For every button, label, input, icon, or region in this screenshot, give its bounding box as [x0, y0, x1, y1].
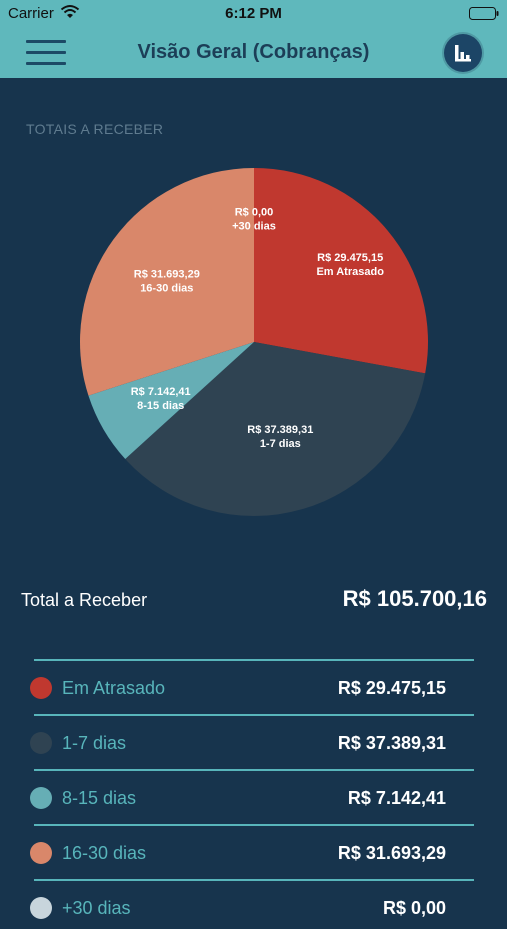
status-time: 6:12 PM	[225, 5, 282, 22]
legend-dot	[30, 842, 52, 864]
pie-value-label: R$ 0,00	[235, 207, 274, 219]
divider	[34, 769, 474, 771]
pie-slice	[125, 342, 426, 516]
pie-category-label: 8-15 dias	[137, 400, 184, 412]
bar-chart-icon	[455, 45, 471, 62]
status-carrier: Carrier	[8, 5, 54, 22]
legend-item-1-7-dias: 1-7 dias R$ 37.389,31	[30, 724, 446, 764]
pie-category-label: 16-30 dias	[140, 283, 193, 295]
pie-value-label: R$ 7.142,41	[131, 386, 191, 398]
pie-value-label: R$ 37.389,31	[247, 424, 313, 436]
divider	[34, 879, 474, 881]
pie-value-label: R$ 29.475,15	[317, 252, 383, 264]
divider	[34, 659, 474, 661]
legend-label: Em Atrasado	[62, 678, 166, 698]
legend-value: R$ 37.389,31	[337, 733, 446, 753]
wifi-icon	[60, 5, 80, 18]
section-title: TOTAIS A RECEBER	[26, 121, 164, 137]
legend-item-8-15-dias: 8-15 dias R$ 7.142,41	[30, 779, 446, 819]
pie-slice	[254, 168, 429, 374]
pie-category-label: +30 dias	[232, 221, 276, 233]
total-value: R$ 105.700,16	[342, 586, 487, 611]
legend-value: R$ 0,00	[382, 898, 446, 918]
pie-category-label: Em Atrasado	[316, 266, 384, 278]
legend-label: +30 dias	[62, 898, 131, 918]
hamburger-icon-line	[26, 40, 66, 43]
legend-dot	[30, 732, 52, 754]
legend-item-em-atrasado: Em Atrasado R$ 29.475,15	[30, 669, 446, 709]
page-title: Visão Geral (Cobranças)	[137, 41, 370, 63]
legend-label: 8-15 dias	[62, 788, 137, 808]
legend-value: R$ 31.693,29	[337, 843, 446, 863]
hamburger-icon-line	[26, 51, 66, 54]
pie-chart: R$ 29.475,15 Em Atrasado R$ 37.389,31 1-7 d…	[79, 168, 429, 516]
divider	[34, 714, 474, 716]
chart-button[interactable]	[444, 34, 482, 72]
total-label: Total a Receber	[21, 590, 148, 610]
pie-slice	[88, 342, 255, 460]
legend-item-16-30-dias: 16-30 dias R$ 31.693,29	[30, 834, 446, 874]
nav-bar: Visão Geral (Cobranças)	[0, 28, 507, 78]
legend-label: 1-7 dias	[62, 733, 127, 753]
legend-dot	[30, 897, 52, 919]
hamburger-icon-line	[26, 62, 66, 65]
legend-item-30-dias: +30 dias R$ 0,00	[30, 889, 446, 929]
pie-value-label: R$ 31.693,29	[134, 269, 200, 281]
pie-slice	[79, 168, 254, 396]
divider	[34, 824, 474, 826]
total-row: Total a Receber R$ 105.700,16	[21, 586, 487, 614]
menu-button[interactable]	[26, 40, 66, 66]
battery-icon	[469, 7, 499, 20]
legend-dot	[30, 787, 52, 809]
status-bar: Carrier 6:12 PM	[0, 0, 507, 28]
legend-label: 16-30 dias	[62, 843, 147, 863]
legend-dot	[30, 677, 52, 699]
legend-value: R$ 29.475,15	[337, 678, 446, 698]
pie-category-label: 1-7 dias	[260, 438, 301, 450]
legend-value: R$ 7.142,41	[347, 788, 446, 808]
